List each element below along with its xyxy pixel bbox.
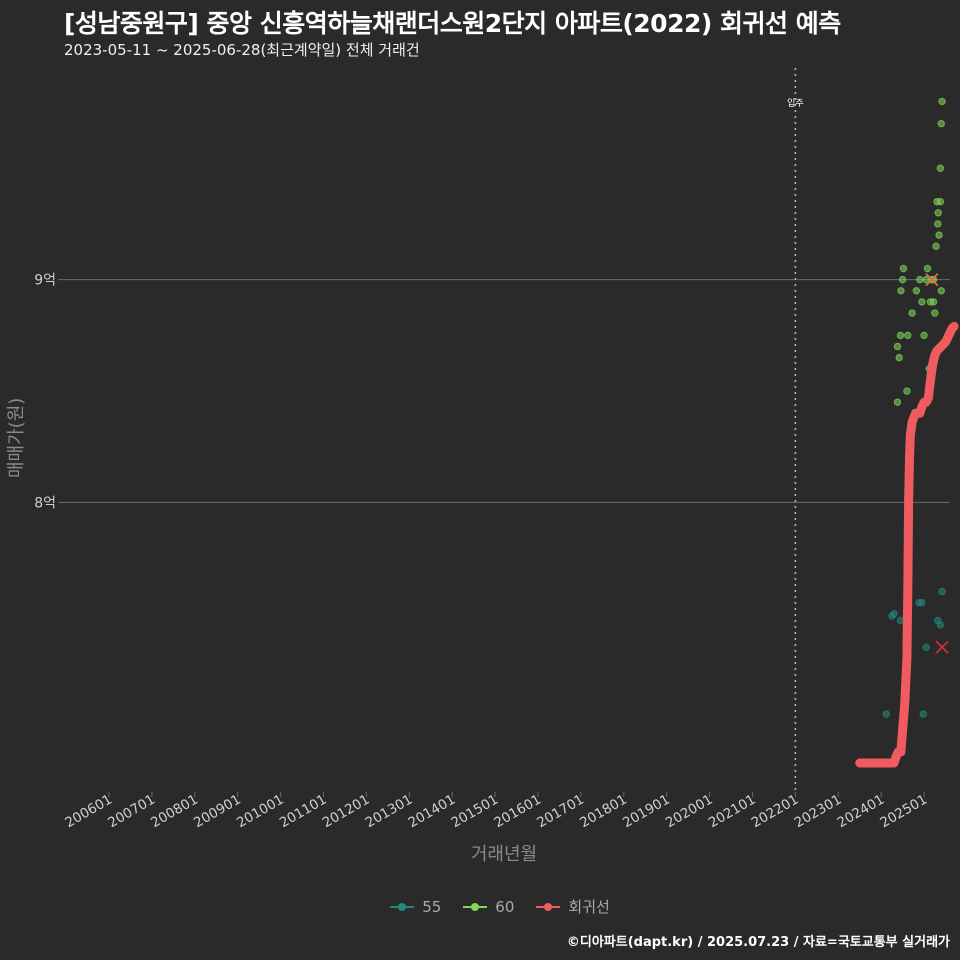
scatter-point-60 [893, 342, 902, 351]
scatter-point-60 [931, 309, 939, 317]
y-tick-label: 9억 [34, 273, 56, 289]
prediction-marker-60 [925, 272, 939, 287]
prediction-marker-55 [935, 640, 949, 654]
scatter-point-60 [899, 264, 908, 273]
scatter-point-55 [919, 710, 927, 718]
x-tick-label: 201001 [234, 792, 287, 832]
scatter-point-60 [937, 119, 945, 128]
x-tick-label: 200901 [191, 792, 244, 832]
scatter-point-55 [882, 710, 891, 718]
x-tick-label: 202201 [749, 792, 802, 832]
scatter-point-55 [890, 610, 898, 618]
x-tick-label: 201901 [620, 792, 673, 832]
scatter-point-60 [934, 209, 942, 217]
scatter-point-60 [929, 275, 938, 284]
scatter-point-60 [897, 287, 905, 295]
scatter-point-60 [904, 331, 912, 340]
legend-label-regression: 회귀선 [568, 898, 610, 916]
x-tick-label: 202501 [877, 792, 930, 832]
y-axis-label: 매매가(원) [6, 397, 27, 478]
scatter-point-60 [934, 220, 942, 228]
scatter-point-60 [912, 287, 921, 295]
legend-key-60 [463, 901, 488, 913]
x-tick-label: 201301 [363, 792, 416, 832]
x-tick-label: 201701 [534, 792, 587, 832]
legend-key-55 [390, 901, 415, 913]
chart-legend: 55 60 회귀선 [0, 896, 960, 917]
x-tick-label: 201501 [448, 792, 501, 832]
x-tick-label: 201101 [277, 792, 330, 832]
scatter-point-55 [936, 621, 945, 629]
x-tick-label: 200701 [105, 792, 158, 832]
scatter-point-60 [936, 164, 945, 172]
page-title: [성남중원구] 중앙 신흥역하늘채랜더스원2단지 아파트(2022) 회귀선 예… [64, 9, 841, 38]
x-tick-label: 200601 [62, 792, 115, 832]
scatter-point-60 [908, 309, 916, 317]
y-tick-label: 8억 [34, 495, 56, 511]
scatter-point-60 [935, 231, 943, 239]
legend-label-55: 55 [422, 897, 442, 916]
scatter-point-60 [932, 242, 940, 250]
legend-key-regression [536, 901, 561, 913]
scatter-point-55 [938, 587, 946, 596]
legend-item-regression: 회귀선 [536, 896, 610, 917]
scatter-point-60 [918, 298, 926, 306]
scatter-point-60 [938, 97, 946, 106]
scatter-point-60 [920, 331, 928, 340]
scatter-point-55 [918, 598, 926, 607]
scatter-point-60 [896, 331, 905, 340]
scatter-point-60 [895, 353, 903, 362]
x-tick-label: 201801 [577, 792, 630, 832]
scatter-point-60 [893, 398, 902, 406]
x-tick-label: 201201 [320, 792, 373, 832]
x-tick-label: 201601 [491, 792, 544, 832]
legend-item-55: 55 [390, 898, 441, 916]
scatter-point-60 [937, 287, 945, 295]
legend-item-60: 60 [463, 898, 514, 916]
scatter-point-60 [923, 264, 932, 273]
scatter-point-55 [922, 643, 930, 651]
move-in-label: 입주 [787, 97, 804, 109]
legend-label-60: 60 [495, 897, 515, 916]
page-subtitle: 2023-05-11 ~ 2025-06-28(최근계약일) 전체 거래건 [64, 41, 420, 59]
x-tick-label: 202101 [706, 792, 759, 832]
x-tick-label: 200801 [148, 792, 201, 832]
x-tick-label: 201401 [406, 792, 459, 832]
source-credit: ©디아파트(dapt.kr) / 2025.07.23 / 자료=국토교통부 실… [566, 935, 950, 950]
scatter-point-55 [896, 616, 905, 625]
x-axis-label: 거래년월 [470, 844, 538, 865]
scatter-point-60 [936, 197, 945, 206]
scatter-point-60 [903, 387, 911, 395]
x-tick-label: 202001 [663, 792, 716, 832]
scatter-point-60 [898, 275, 907, 284]
scatter-point-60 [929, 298, 938, 306]
x-tick-label: 202401 [835, 792, 888, 832]
x-tick-label: 202301 [792, 792, 845, 832]
scatter-point-60 [916, 275, 924, 284]
regression-line [855, 321, 959, 768]
